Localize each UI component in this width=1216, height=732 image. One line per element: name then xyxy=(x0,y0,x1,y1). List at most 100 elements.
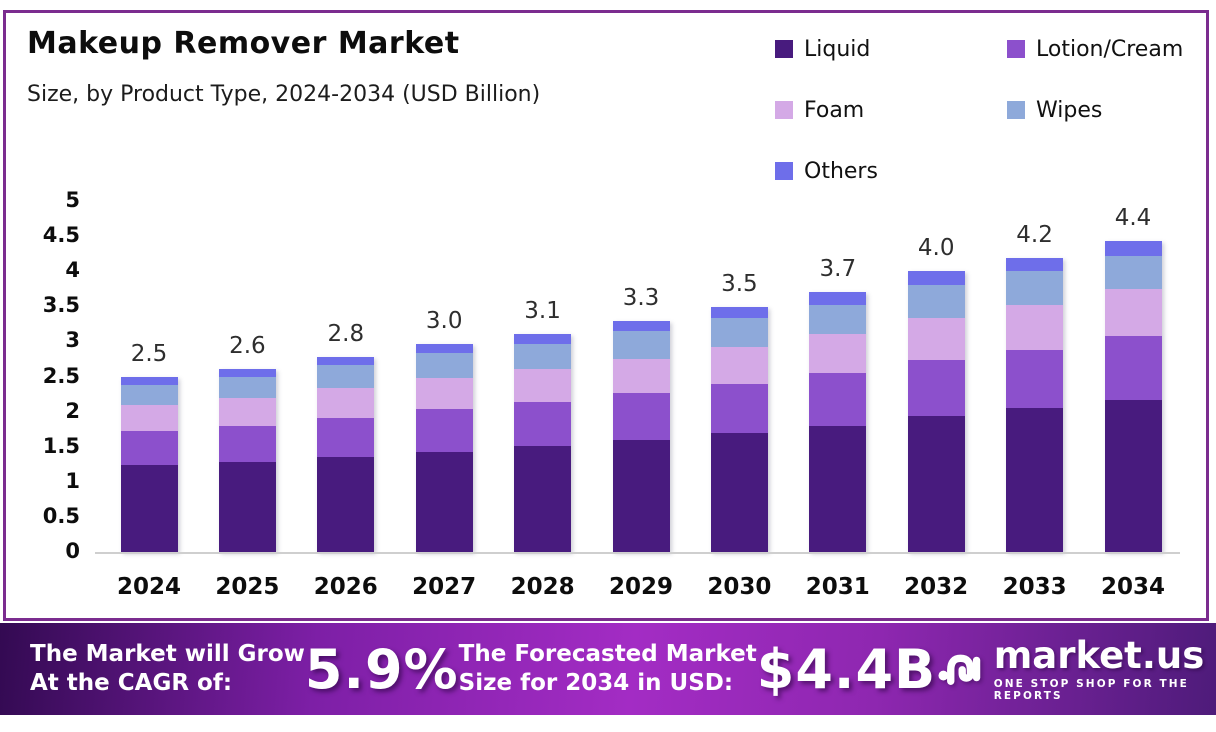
bar-segment-lotion-cream xyxy=(809,372,867,426)
y-axis-tick: 3.5 xyxy=(42,293,80,318)
bar-total-label: 3.5 xyxy=(721,271,758,298)
bar-2031 xyxy=(809,292,867,552)
forecast-label-line2: Size for 2034 in USD: xyxy=(458,670,734,696)
bar-total-label: 2.8 xyxy=(327,320,365,347)
logo-texts: market.us ONE STOP SHOP FOR THE REPORTS xyxy=(994,637,1215,702)
y-axis-tick: 0.5 xyxy=(42,503,80,528)
bar-2027 xyxy=(415,343,473,552)
bar-segment-others xyxy=(1104,241,1162,257)
bar-segment-wipes xyxy=(514,344,572,369)
bar-segment-wipes xyxy=(809,304,867,335)
x-axis-year-label: 2029 xyxy=(608,574,673,600)
legend-swatch-icon xyxy=(1007,40,1025,58)
bar-2026 xyxy=(317,356,375,552)
legend-item-foam: Foam xyxy=(775,93,1007,127)
brand-logo: market.us ONE STOP SHOP FOR THE REPORTS xyxy=(936,637,1215,702)
legend-item-liquid: Liquid xyxy=(775,32,1007,66)
bar-total-label: 2.5 xyxy=(130,340,168,367)
x-axis-year-label: 2030 xyxy=(707,574,772,600)
bar-segment-others xyxy=(710,307,768,318)
bar-segment-foam xyxy=(907,318,965,361)
bar-segment-foam xyxy=(710,347,768,384)
y-axis-tick: 1 xyxy=(65,468,80,493)
bar-2025 xyxy=(218,368,276,552)
x-axis-year-label: 2032 xyxy=(904,574,969,600)
forecast-label: The Forecasted Market Size for 2034 in U… xyxy=(459,640,757,699)
bar-segment-foam xyxy=(1006,304,1064,350)
y-axis-tick: 1.5 xyxy=(42,433,80,458)
bar-segment-lotion-cream xyxy=(1006,349,1064,409)
bar-segment-wipes xyxy=(415,352,473,378)
x-axis-year-label: 2031 xyxy=(805,574,870,600)
bar-segment-others xyxy=(514,334,572,345)
x-axis-year-label: 2024 xyxy=(116,574,181,600)
bar-segment-foam xyxy=(415,377,473,410)
bar-total-label: 3.0 xyxy=(425,307,463,334)
bar-segment-others xyxy=(120,376,178,385)
bar-segment-liquid xyxy=(514,445,572,552)
bar-2029 xyxy=(612,321,670,552)
plot-area: 2.5 2.6 2.8 3.0 3.1 3.3 3.5 3.7 4.0 4.2 4.4 xyxy=(95,201,1180,552)
bar-segment-lotion-cream xyxy=(907,360,965,417)
bar-segment-foam xyxy=(1104,289,1162,337)
bar-segment-lotion-cream xyxy=(218,425,276,463)
bar-total-label: 3.7 xyxy=(819,256,857,283)
bar-segment-foam xyxy=(612,358,670,394)
cagr-label: The Market will Grow At the CAGR of: xyxy=(30,640,305,699)
bar-segment-others xyxy=(218,368,276,378)
bar-total-label: 3.3 xyxy=(622,285,660,312)
bar-segment-lotion-cream xyxy=(120,430,178,465)
bar-segment-lotion-cream xyxy=(710,383,768,433)
forecast-label-line1: The Forecasted Market xyxy=(458,640,757,667)
x-axis-year-label: 2026 xyxy=(313,574,378,600)
legend-item-lotion-cream: Lotion/Cream xyxy=(1007,32,1183,66)
bar-2032 xyxy=(907,271,965,552)
bar-segment-lotion-cream xyxy=(612,393,670,440)
bar-total-label: 4.2 xyxy=(1016,221,1053,248)
x-axis-year-label: 2027 xyxy=(412,574,477,600)
marketus-logo-icon xyxy=(938,654,981,685)
logo-tagline: ONE STOP SHOP FOR THE REPORTS xyxy=(993,677,1189,702)
bar-total-label: 4.4 xyxy=(1114,205,1152,232)
bar-segment-wipes xyxy=(120,384,178,405)
bar-2030 xyxy=(710,307,768,552)
bar-segment-liquid xyxy=(1006,408,1064,552)
x-axis-year-label: 2034 xyxy=(1100,574,1165,600)
bar-segment-foam xyxy=(218,398,276,426)
bar-segment-lotion-cream xyxy=(514,401,572,446)
chart-subtitle: Size, by Product Type, 2024-2034 (USD Bi… xyxy=(27,82,541,107)
bar-segment-liquid xyxy=(218,462,276,552)
bar-2034 xyxy=(1104,241,1162,552)
bar-segment-wipes xyxy=(907,285,965,319)
bar-segment-lotion-cream xyxy=(415,409,473,452)
bar-segment-others xyxy=(317,356,375,366)
bar-segment-wipes xyxy=(218,377,276,399)
bar-segment-liquid xyxy=(907,416,965,552)
y-axis-tick: 2.5 xyxy=(42,363,80,388)
bar-total-label: 2.6 xyxy=(229,332,266,359)
bar-segment-others xyxy=(415,343,473,353)
bar-segment-wipes xyxy=(1104,256,1162,290)
x-axis-year-label: 2033 xyxy=(1002,574,1067,600)
chart-title: Makeup Remover Market xyxy=(27,26,460,61)
bar-segment-others xyxy=(1006,257,1064,272)
bar-segment-liquid xyxy=(1104,399,1162,552)
bar-segment-wipes xyxy=(1006,271,1064,305)
legend-swatch-icon xyxy=(1007,101,1025,119)
legend-item-others: Others xyxy=(775,154,1007,188)
bar-segment-foam xyxy=(120,404,178,431)
forecast-value: $4.4B xyxy=(756,637,937,701)
legend-label: Foam xyxy=(804,97,865,123)
x-axis-year-label: 2025 xyxy=(215,574,280,600)
cagr-label-line1: The Market will Grow xyxy=(30,640,305,667)
bar-total-label: 4.0 xyxy=(917,235,955,262)
bar-segment-lotion-cream xyxy=(317,417,375,457)
x-axis-baseline xyxy=(95,552,1180,554)
bar-segment-liquid xyxy=(809,425,867,552)
y-axis-tick: 4 xyxy=(65,258,80,283)
y-axis-tick: 5 xyxy=(65,188,80,212)
legend-swatch-icon xyxy=(775,162,793,180)
legend-label: Others xyxy=(804,158,878,184)
chart-legend: Liquid Lotion/Cream Foam Wipes Others xyxy=(775,32,1183,188)
